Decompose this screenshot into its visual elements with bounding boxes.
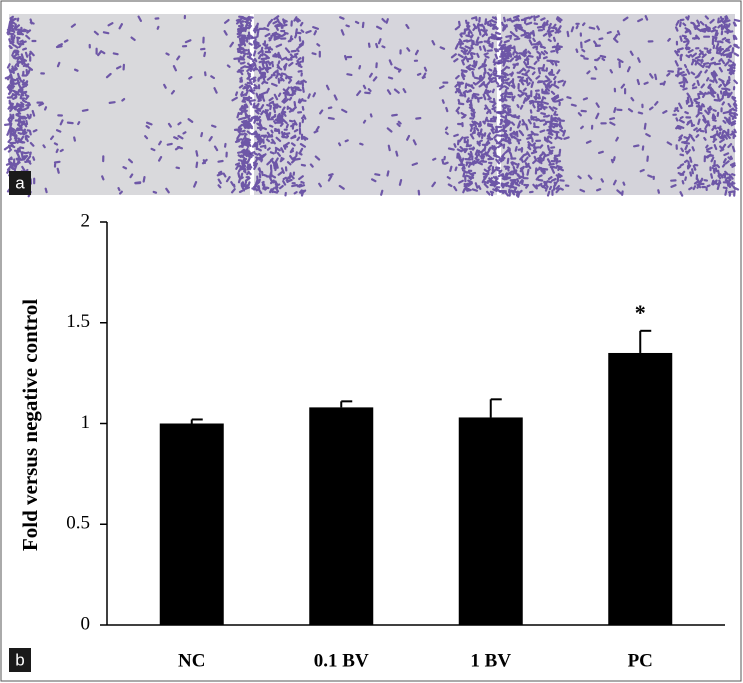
y-tick-label: 2 — [81, 210, 91, 231]
y-axis-label: Fold versus negative control — [18, 299, 42, 551]
x-tick-label: 0.1 BV — [314, 650, 369, 671]
micrograph-panel — [3, 14, 741, 198]
bar — [458, 417, 523, 625]
error-bar — [190, 418, 203, 424]
cells — [249, 15, 503, 197]
y-tick-label: 1 — [81, 412, 91, 433]
cells — [496, 15, 741, 198]
bar — [309, 407, 374, 625]
y-tick-label: 1.5 — [66, 311, 90, 332]
panel-label: a — [15, 173, 25, 192]
x-tick-label: PC — [628, 650, 653, 671]
error-bar — [340, 400, 353, 408]
x-tick-label: 1 BV — [470, 650, 511, 671]
error-bar — [489, 398, 502, 418]
panel-label-box — [9, 171, 31, 195]
bar — [159, 423, 224, 625]
y-tick-label: 0 — [81, 613, 91, 634]
panel-label: b — [15, 650, 24, 669]
y-tick-label: 0.5 — [66, 513, 90, 534]
micrograph — [9, 14, 250, 195]
bar — [608, 352, 673, 625]
panel-label-box — [9, 648, 31, 672]
error-bar — [639, 329, 652, 353]
x-tick-label: NC — [178, 650, 205, 671]
annotation: * — [635, 300, 646, 325]
